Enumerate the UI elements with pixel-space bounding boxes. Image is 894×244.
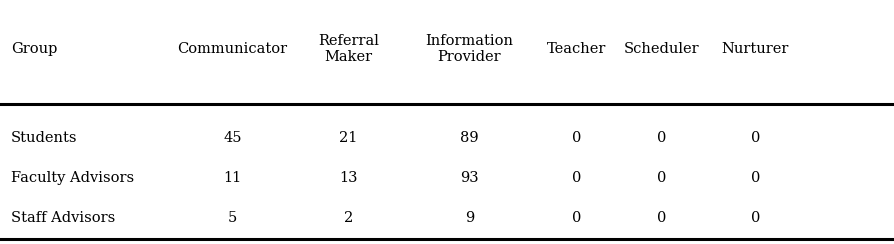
Text: 0: 0 bbox=[751, 211, 760, 225]
Text: 0: 0 bbox=[572, 171, 581, 185]
Text: 13: 13 bbox=[340, 171, 358, 185]
Text: Referral
Maker: Referral Maker bbox=[318, 34, 379, 64]
Text: 0: 0 bbox=[572, 131, 581, 145]
Text: 5: 5 bbox=[228, 211, 237, 225]
Text: Scheduler: Scheduler bbox=[624, 42, 699, 56]
Text: 11: 11 bbox=[224, 171, 241, 185]
Text: 0: 0 bbox=[657, 171, 666, 185]
Text: 89: 89 bbox=[460, 131, 478, 145]
Text: 2: 2 bbox=[344, 211, 353, 225]
Text: 21: 21 bbox=[340, 131, 358, 145]
Text: Group: Group bbox=[11, 42, 57, 56]
Text: 0: 0 bbox=[751, 171, 760, 185]
Text: Teacher: Teacher bbox=[547, 42, 606, 56]
Text: Nurturer: Nurturer bbox=[721, 42, 789, 56]
Text: Communicator: Communicator bbox=[177, 42, 288, 56]
Text: 0: 0 bbox=[657, 211, 666, 225]
Text: 9: 9 bbox=[465, 211, 474, 225]
Text: Staff Advisors: Staff Advisors bbox=[11, 211, 115, 225]
Text: 0: 0 bbox=[657, 131, 666, 145]
Text: 0: 0 bbox=[572, 211, 581, 225]
Text: Information
Provider: Information Provider bbox=[426, 34, 513, 64]
Text: Students: Students bbox=[11, 131, 77, 145]
Text: 93: 93 bbox=[460, 171, 478, 185]
Text: 45: 45 bbox=[224, 131, 241, 145]
Text: 0: 0 bbox=[751, 131, 760, 145]
Text: Faculty Advisors: Faculty Advisors bbox=[11, 171, 134, 185]
